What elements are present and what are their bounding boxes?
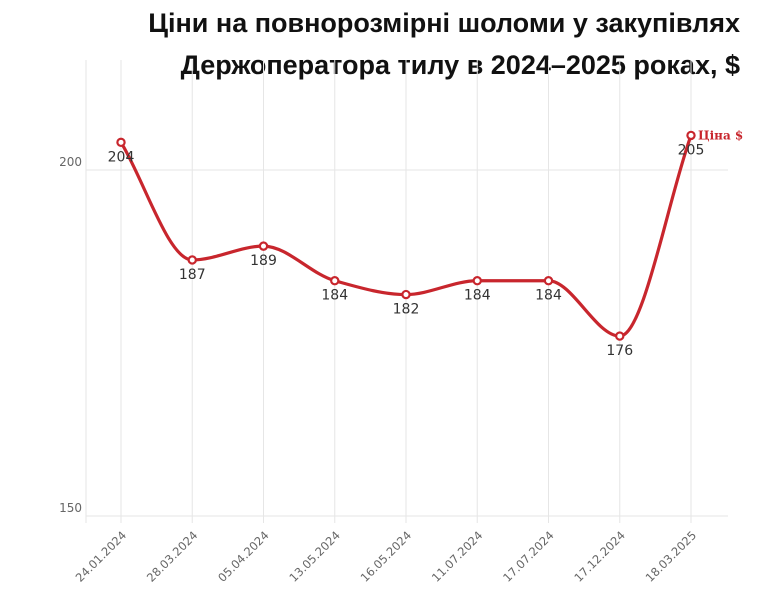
- chart-title-line-1: Ціни на повнорозмірні шоломи у закупівля…: [148, 8, 740, 38]
- chart-title-line-2: Держоператора тилу в 2024–2025 роках, $: [180, 50, 740, 80]
- grid-layer: [85, 60, 728, 523]
- data-label: 176: [606, 343, 633, 359]
- data-point: [116, 137, 126, 148]
- chart-title: Ціни на повнорозмірні шоломи у закупівля…: [148, 2, 740, 86]
- x-tick-label: 17.07.2024: [500, 528, 556, 584]
- y-axis: 150 200: [59, 155, 82, 515]
- data-label: 205: [678, 142, 705, 158]
- x-axis: 24.01.2024 28.03.2024 05.04.2024 13.05.2024…: [73, 528, 699, 584]
- legend: Ціна $: [698, 128, 743, 142]
- data-label: 182: [393, 302, 420, 318]
- data-point: [330, 276, 340, 286]
- data-point: [258, 241, 269, 251]
- data-point: [543, 276, 554, 286]
- x-tick-label: 16.05.2024: [358, 528, 414, 584]
- x-tick-label: 11.07.2024: [429, 528, 485, 584]
- y-tick-label: 150: [59, 501, 82, 515]
- data-label: 187: [179, 267, 206, 283]
- data-label: 204: [108, 149, 135, 165]
- data-point: [472, 276, 482, 286]
- x-tick-label: 28.03.2024: [144, 528, 200, 584]
- x-tick-label: 18.03.2025: [643, 528, 699, 584]
- series-layer: [116, 130, 696, 341]
- data-label-layer: 204 187 189 184 182 184 184 176 205: [108, 142, 705, 359]
- data-point: [615, 331, 625, 341]
- x-tick-label: 17.12.2024: [571, 528, 627, 584]
- legend-label: Ціна $: [698, 128, 743, 142]
- x-tick-label: 24.01.2024: [73, 528, 129, 584]
- x-tick-label: 05.04.2024: [215, 528, 271, 584]
- data-label: 189: [250, 253, 277, 269]
- y-tick-label: 200: [59, 155, 82, 169]
- data-label: 184: [535, 288, 562, 304]
- data-point: [686, 130, 696, 141]
- data-point: [187, 255, 197, 265]
- data-point: [401, 289, 411, 300]
- x-tick-label: 13.05.2024: [286, 528, 342, 584]
- data-label: 184: [321, 288, 348, 304]
- data-label: 184: [464, 288, 491, 304]
